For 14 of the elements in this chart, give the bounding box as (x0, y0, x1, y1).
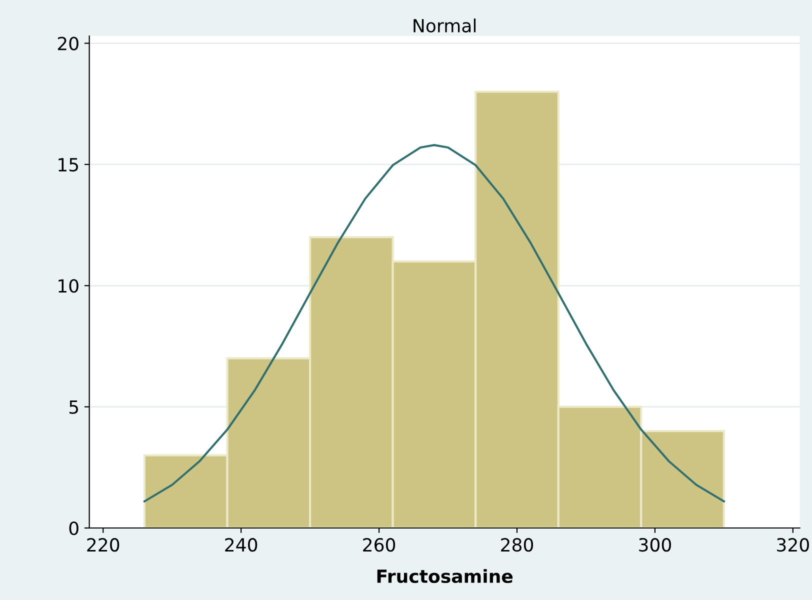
x-tick-label: 280 (501, 538, 534, 552)
x-tick-label: 220 (87, 538, 120, 552)
chart-title: Normal (414, 18, 476, 32)
x-tick-label: 240 (225, 538, 258, 552)
x-tick-label: 260 (363, 538, 396, 552)
y-tick-label: 15 (58, 158, 78, 172)
line-series (143, 144, 725, 502)
x-axis-title: Fructosamine (377, 569, 513, 584)
y-tick-label: 10 (58, 279, 78, 293)
x-tick-label: 300 (639, 538, 671, 552)
x-tick-label: 320 (777, 538, 809, 552)
y-tick-label: 5 (70, 400, 78, 414)
y-tick-label: 20 (58, 36, 78, 50)
y-tick-label: 0 (69, 521, 78, 536)
